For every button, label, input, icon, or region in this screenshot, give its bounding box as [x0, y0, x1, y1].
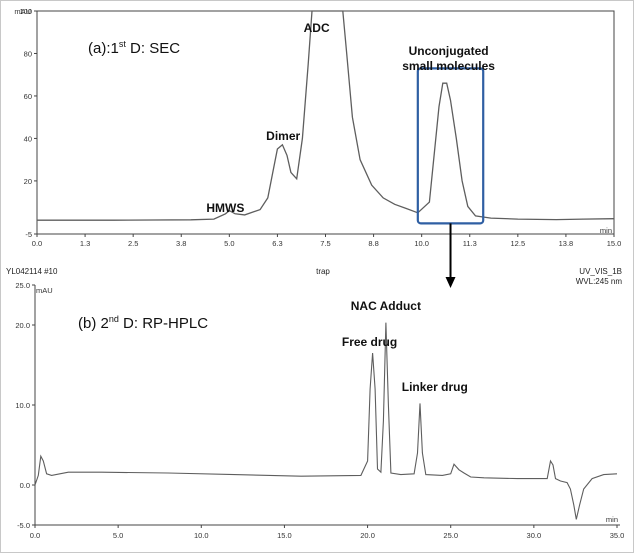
a-y-tick-label: 40 — [24, 134, 32, 143]
panel-b-header-sample: YL042114 #10 — [6, 267, 58, 276]
panel-b-label: (b) 2nd D: RP-HPLC — [78, 314, 208, 332]
b-y-tick-label: 10.0 — [15, 401, 30, 410]
a-x-tick-label: 10.0 — [414, 239, 429, 248]
a-y-tick-label: 100 — [19, 7, 32, 16]
b-y-tick-label: 0.0 — [20, 481, 30, 490]
a-y-tick-label: 20 — [24, 177, 32, 186]
a-x-tick-label: 3.8 — [176, 239, 186, 248]
annotation-unconjugated: Unconjugated — [409, 44, 489, 58]
panel-b-header-channel: UV_VIS_1B — [579, 267, 622, 276]
b-x-tick-label: 25.0 — [443, 531, 458, 540]
panel-a-y-axis: -5 20 40 60 80 100 — [19, 7, 37, 239]
b-y-tick-label: 20.0 — [15, 321, 30, 330]
a-x-tick-label: 0.0 — [32, 239, 42, 248]
annotation-hmws: HMWS — [206, 201, 244, 215]
annotation-dimer: Dimer — [266, 129, 300, 143]
a-x-tick-label: 1.3 — [80, 239, 90, 248]
a-x-tick-label: 6.3 — [272, 239, 282, 248]
a-x-tick-label: 5.0 — [224, 239, 234, 248]
panel-b-x-unit: min — [606, 515, 618, 524]
annotation-free-drug: Free drug — [342, 335, 397, 349]
a-y-tick-label: 80 — [24, 49, 32, 58]
panel-b-x-axis: 0.0 5.0 10.0 15.0 20.0 25.0 30.0 35.0 — [30, 525, 625, 540]
a-x-tick-label: 12.5 — [511, 239, 526, 248]
panel-a-label: (a):1st D: SEC — [88, 39, 180, 57]
b-x-tick-label: 0.0 — [30, 531, 40, 540]
panel-a-y-unit: mAU — [14, 7, 31, 16]
annotation-linker-drug: Linker drug — [402, 380, 468, 394]
b-x-tick-label: 10.0 — [194, 531, 209, 540]
panel-b-header-wavelength: WVL:245 nm — [576, 277, 623, 286]
b-y-tick-label: -5.0 — [17, 521, 30, 530]
a-x-tick-label: 8.8 — [368, 239, 378, 248]
panel-a-series-trace — [37, 10, 615, 221]
panel-b-series-trace — [34, 322, 618, 520]
panel-b-rp-hplc: YL042114 #10 trap UV_VIS_1B WVL:245 nm m… — [6, 267, 624, 540]
a-y-tick-label: -5 — [25, 230, 32, 239]
a-x-tick-label: 2.5 — [128, 239, 138, 248]
a-y-tick-label: 60 — [24, 92, 32, 101]
b-x-tick-label: 15.0 — [277, 531, 292, 540]
transfer-arrow-head — [445, 277, 456, 288]
b-x-tick-label: 30.0 — [527, 531, 542, 540]
panel-b-header-trap: trap — [316, 267, 330, 276]
a-x-tick-label: 11.3 — [463, 239, 477, 248]
a-x-tick-label: 15.0 — [607, 239, 622, 248]
panel-a-x-unit: min — [600, 226, 612, 235]
panel-a-x-axis: 0.0 1.3 2.5 3.8 5.0 6.3 7.5 8.8 10.0 11.3 12.5 13.8… — [32, 234, 622, 248]
a-x-tick-label: 13.8 — [559, 239, 574, 248]
b-x-tick-label: 5.0 — [113, 531, 123, 540]
annotation-nac-adduct: NAC Adduct — [351, 299, 421, 313]
annotation-adc: ADC — [304, 21, 330, 35]
b-x-tick-label: 20.0 — [360, 531, 375, 540]
a-x-tick-label: 7.5 — [320, 239, 330, 248]
annotation-small-molecules: small molecules — [402, 59, 495, 73]
panel-b-y-unit: mAU — [36, 286, 53, 295]
panel-b-y-axis: -5.0 0.0 10.0 20.0 25.0 — [15, 281, 35, 530]
transfer-arrow — [445, 223, 456, 288]
b-x-tick-label: 35.0 — [610, 531, 625, 540]
b-y-tick-label: 25.0 — [15, 281, 30, 290]
